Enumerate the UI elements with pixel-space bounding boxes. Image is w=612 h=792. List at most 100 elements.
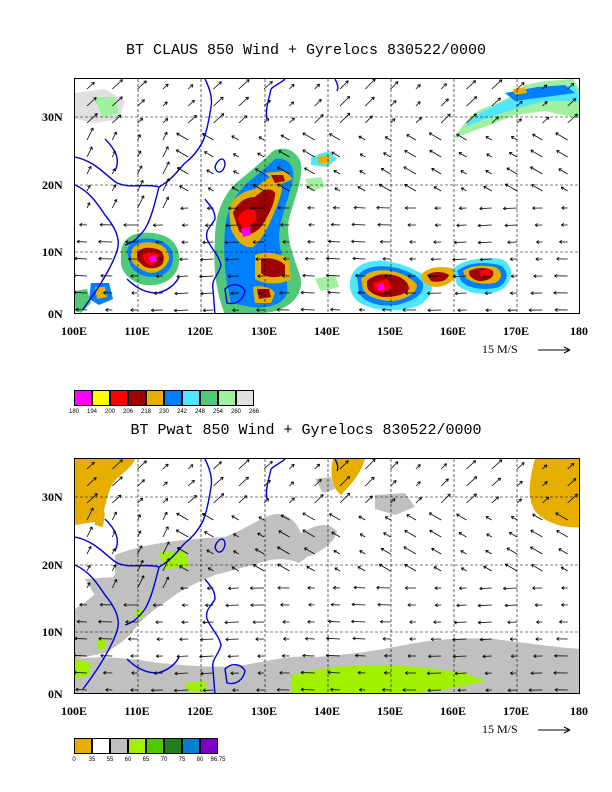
wind-arrow-head [255, 637, 259, 641]
colorbar-label: 70 [160, 757, 168, 763]
p2-lon-180: 180 [570, 704, 588, 718]
wind-arrow-head [318, 479, 322, 483]
wind-arrow-head [407, 654, 411, 658]
wind-arrow-head [165, 196, 170, 200]
wind-arrow-head [112, 184, 117, 188]
wind-arrow-head [479, 206, 483, 211]
wind-arrow-head [434, 603, 438, 607]
wind-arrow-head [202, 620, 206, 625]
wind-arrow-head [257, 274, 261, 278]
wind-arrow [542, 464, 548, 470]
wind-arrow-head [560, 186, 565, 190]
wind-arrow-head [164, 118, 169, 122]
wind-arrow-head [334, 567, 338, 571]
wind-arrow [440, 478, 449, 487]
wind-arrow-head [409, 620, 413, 624]
wind-arrow-head [433, 186, 437, 190]
wind-arrow-head [521, 462, 525, 466]
wind-arrow [415, 497, 422, 504]
wind-arrow-head [328, 619, 332, 624]
wind-arrow-head [346, 112, 351, 117]
wind-arrow-head [384, 671, 388, 675]
wind-arrow-head [559, 620, 563, 624]
wind-arrow [258, 136, 265, 141]
wind-arrow-head [543, 84, 548, 88]
wind-arrow [86, 493, 98, 504]
colorbar-swatch [218, 390, 236, 406]
wind-arrow [306, 186, 315, 192]
wind-arrow-head [227, 274, 231, 279]
wind-arrow-head [334, 187, 338, 191]
wind-arrow-head [485, 516, 489, 520]
wind-arrow-head [417, 101, 421, 105]
wind-arrow-head [218, 81, 222, 85]
colorbar-label: 60 [124, 757, 132, 763]
wind-arrow-head [555, 512, 559, 516]
wind-arrow-head [243, 115, 248, 119]
p1-lon-130e: 130E [250, 324, 278, 338]
wind-arrow-head [255, 257, 259, 261]
wind-arrow [255, 548, 265, 555]
wind-arrow [75, 689, 88, 691]
wind-arrow [257, 152, 265, 158]
wind-arrow [137, 134, 141, 141]
wind-arrow-head [510, 136, 515, 140]
wind-arrow [358, 515, 366, 521]
wind-arrow-head [151, 308, 155, 313]
wind-arrow-head [452, 257, 456, 262]
wind-arrow [302, 149, 315, 158]
wind-arrow-head [384, 291, 388, 295]
wind-arrow [86, 202, 91, 209]
wind-arrow-head [153, 671, 157, 676]
wind-arrow [162, 118, 169, 124]
colorbar-label: 254 [212, 409, 224, 415]
wind-arrow-head [202, 308, 206, 313]
wind-arrow [461, 187, 467, 192]
wind-arrow [252, 564, 265, 572]
wind-arrow-head [378, 183, 383, 188]
wind-arrow-head [224, 240, 228, 245]
wind-arrow-head [479, 586, 483, 591]
wind-arrow [365, 96, 375, 107]
wind-arrow-head [137, 514, 141, 518]
wind-arrow-head [117, 494, 122, 499]
wind-arrow-head [113, 199, 118, 203]
wind-arrow [466, 80, 476, 90]
wind-arrow-head [327, 670, 331, 675]
wind-arrow [359, 153, 366, 158]
wind-arrow [213, 81, 222, 90]
wind-arrow [224, 621, 239, 623]
wind-arrow-head [233, 153, 237, 157]
cloud-shading [75, 79, 579, 313]
wind-arrow-head [325, 653, 330, 658]
wind-arrow [390, 100, 397, 107]
wind-arrow-head [152, 223, 157, 228]
wind-arrow-head [393, 480, 397, 484]
wind-arrow-head [454, 671, 458, 676]
wind-arrow [485, 136, 493, 141]
wind-arrow [111, 150, 116, 158]
wind-arrow-head [233, 550, 237, 554]
wind-arrow-head [249, 586, 253, 591]
wind-arrow [304, 547, 315, 555]
wind-arrow-head [553, 670, 557, 675]
wind-arrow-head [257, 152, 261, 157]
wind-arrow [532, 133, 543, 141]
wind-arrow [351, 620, 366, 623]
wind-arrow [177, 167, 189, 175]
wind-arrow-head [279, 291, 283, 295]
wind-arrow-head [473, 476, 478, 480]
claus-map-panel [74, 78, 580, 314]
wind-arrow [359, 533, 366, 538]
wind-arrow-head [164, 511, 168, 516]
colorbar-swatch [110, 390, 128, 406]
wind-arrow-head [556, 256, 560, 261]
wind-arrow-head [140, 559, 144, 564]
wind-arrow-head [445, 478, 449, 482]
wind-arrow-head [123, 223, 127, 227]
wind-arrow-head [87, 184, 91, 189]
wind-arrow-head [530, 166, 534, 170]
wind-arrow-head [377, 602, 381, 607]
wind-arrow [202, 621, 214, 623]
wind-arrow-head [176, 274, 180, 279]
